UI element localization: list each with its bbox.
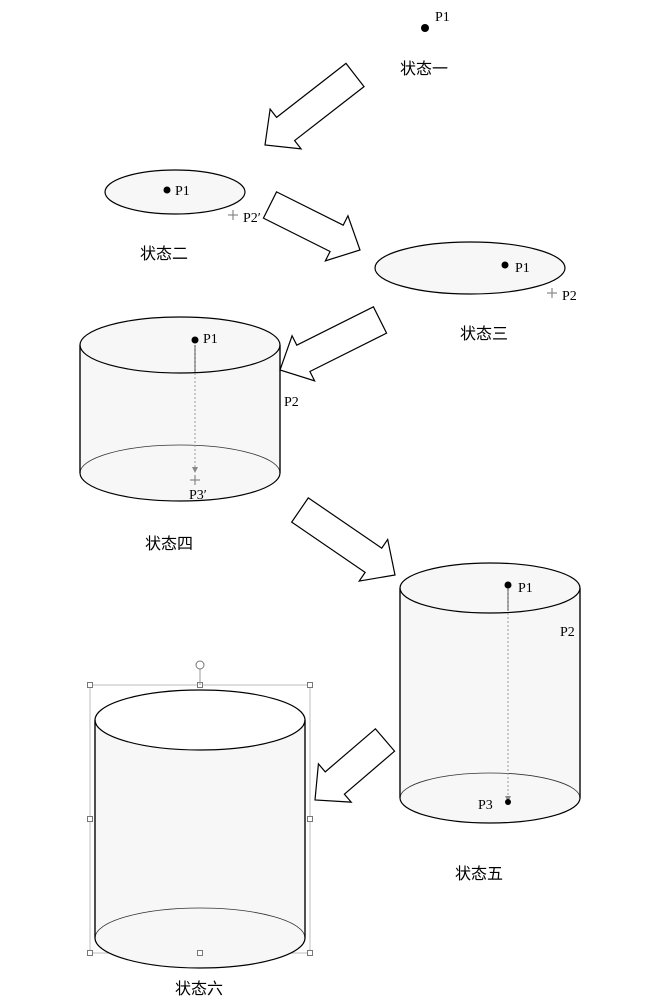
s6-handle-6[interactable]: [198, 951, 203, 956]
s4-cyl-top: [80, 317, 280, 373]
s5-p3-dot: [505, 799, 511, 805]
arrow-5: [315, 729, 395, 802]
s4-p3prime-label: P3′: [189, 488, 207, 504]
s5-cyl-body: [400, 588, 580, 823]
s4-p1-dot: [192, 337, 199, 344]
s5-label: 状态五: [455, 860, 503, 884]
s3-p1-label: P1: [515, 261, 530, 277]
s5-p1-dot: [505, 582, 512, 589]
arrow-3: [280, 307, 387, 381]
s4-label: 状态四: [145, 530, 193, 554]
s4-p1-label: P1: [203, 332, 218, 348]
s6-cyl-body: [95, 720, 305, 968]
s6-handle-0[interactable]: [88, 683, 93, 688]
s6-label: 状态六: [175, 975, 223, 999]
s2-p2prime-label: P2′: [243, 211, 261, 227]
arrow-2: [263, 192, 360, 261]
s1-label: 状态一: [400, 55, 448, 79]
arrow-1: [265, 63, 364, 148]
s3-p1-dot: [502, 262, 509, 269]
s5-p1-label: P1: [518, 581, 533, 597]
s2-p1-dot: [164, 187, 171, 194]
s6-handle-7[interactable]: [308, 951, 313, 956]
s3-ellipse: [375, 242, 565, 294]
s5-p3-label: P3: [478, 798, 493, 814]
s6-handle-3[interactable]: [88, 817, 93, 822]
s6-handle-2[interactable]: [308, 683, 313, 688]
s3-p2-label: P2: [562, 289, 577, 305]
arrow-4: [292, 498, 395, 581]
s6-handle-5[interactable]: [88, 951, 93, 956]
s3-label: 状态三: [460, 320, 508, 344]
s2-p1-label: P1: [175, 184, 190, 200]
s5-cyl-top: [400, 563, 580, 613]
s6-rotate-handle[interactable]: [196, 661, 204, 669]
s6-cyl-top: [95, 690, 305, 750]
s1-p1-label: P1: [435, 10, 450, 26]
s4-p2-label: P2: [284, 395, 299, 411]
s1-p1-dot: [421, 24, 429, 32]
s5-p2-label: P2: [560, 625, 575, 641]
s2-label: 状态二: [140, 240, 188, 264]
s6-handle-4[interactable]: [308, 817, 313, 822]
